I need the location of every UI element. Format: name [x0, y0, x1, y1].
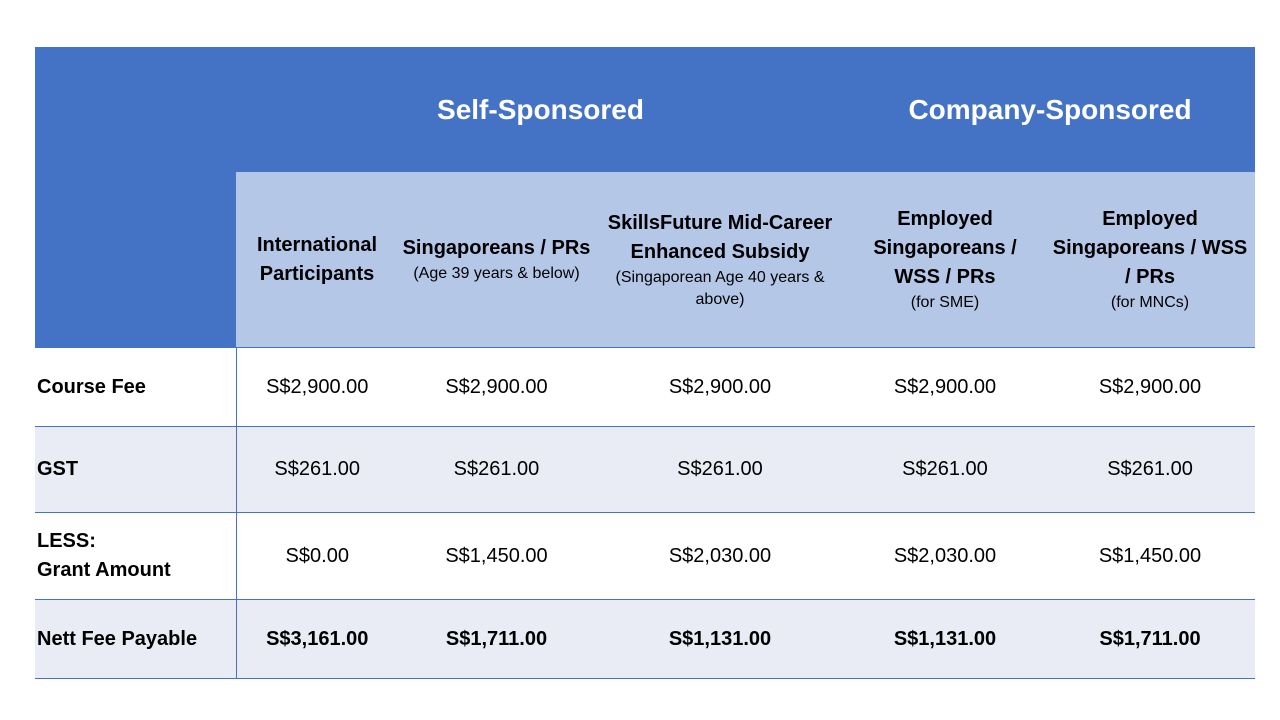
row-label: LESS: Grant Amount	[35, 512, 237, 600]
column-title: Employed Singaporeans / WSS / PRs	[873, 208, 1017, 288]
fee-cell: S$2,900.00	[236, 347, 398, 427]
column-note: (Singaporean Age 40 years & above)	[615, 268, 825, 308]
fee-cell: S$3,161.00	[236, 599, 398, 679]
row-label-line: Course Fee	[37, 375, 146, 398]
fee-cell: S$261.00	[845, 426, 1045, 513]
fee-cell: S$1,711.00	[398, 599, 595, 679]
fee-cell: S$2,900.00	[595, 347, 845, 427]
column-header: SkillsFuture Mid-Career Enhanced Subsidy…	[595, 172, 845, 348]
table-row: LESS: Grant Amount S$0.00 S$1,450.00 S$2,030…	[35, 512, 1256, 600]
fee-cell: S$2,030.00	[595, 512, 845, 600]
column-header: Employed Singaporeans / WSS / PRs (for MN…	[1045, 172, 1256, 348]
fee-cell: S$1,450.00	[1045, 512, 1256, 600]
fee-cell: S$2,900.00	[845, 347, 1045, 427]
fee-cell: S$2,900.00	[1045, 347, 1256, 427]
fee-cell: S$1,450.00	[398, 512, 595, 600]
row-label: GST	[35, 426, 237, 513]
fee-cell: S$261.00	[595, 426, 845, 513]
group-header: Self-Sponsored	[236, 47, 845, 172]
fee-table-container: Self-Sponsored Company-Sponsored Interna…	[35, 47, 1256, 679]
fee-cell: S$261.00	[398, 426, 595, 513]
corner-cell	[35, 47, 236, 348]
row-label-line: Grant Amount	[37, 559, 171, 581]
fee-cell: S$261.00	[236, 426, 398, 513]
column-note: (Age 39 years & below)	[413, 265, 580, 282]
column-title: International Participants	[256, 233, 377, 285]
fee-cell: S$2,030.00	[845, 512, 1045, 600]
fee-cell: S$261.00	[1045, 426, 1256, 513]
fee-cell: S$1,131.00	[845, 599, 1045, 679]
fee-cell: S$1,131.00	[595, 599, 845, 679]
row-label-line: LESS:	[37, 530, 96, 552]
column-title: SkillsFuture Mid-Career Enhanced Subsidy	[607, 211, 833, 263]
row-label-line: Nett Fee Payable	[37, 627, 198, 650]
column-header: Employed Singaporeans / WSS / PRs (for SM…	[845, 172, 1045, 348]
fee-cell: S$0.00	[236, 512, 398, 600]
group-header: Company-Sponsored	[845, 47, 1256, 172]
row-label: Nett Fee Payable	[35, 599, 237, 679]
table-row: GST S$261.00 S$261.00 S$261.00 S$261.00 S$261…	[35, 426, 1256, 513]
table-body: Course Fee S$2,900.00 S$2,900.00 S$2,900.00…	[35, 347, 1256, 679]
column-title: Singaporeans / PRs	[402, 237, 591, 259]
column-header: International Participants	[236, 172, 398, 348]
row-label-line: GST	[37, 458, 79, 480]
column-note: (for MNCs)	[1110, 294, 1190, 311]
column-title: Employed Singaporeans / WSS / PRs	[1052, 208, 1248, 288]
fee-cell: S$1,711.00	[1045, 599, 1256, 679]
column-note: (for SME)	[910, 294, 980, 311]
table-row: Course Fee S$2,900.00 S$2,900.00 S$2,900.00…	[35, 347, 1256, 427]
table-row: Nett Fee Payable S$3,161.00 S$1,711.00 S$1,…	[35, 599, 1256, 679]
column-header: Singaporeans / PRs (Age 39 years & below)	[398, 172, 595, 348]
fee-cell: S$2,900.00	[398, 347, 595, 427]
fee-table: Self-Sponsored Company-Sponsored Interna…	[35, 47, 1256, 679]
column-header-row: International Participants Singaporeans /…	[35, 172, 1256, 348]
row-label: Course Fee	[35, 347, 237, 427]
